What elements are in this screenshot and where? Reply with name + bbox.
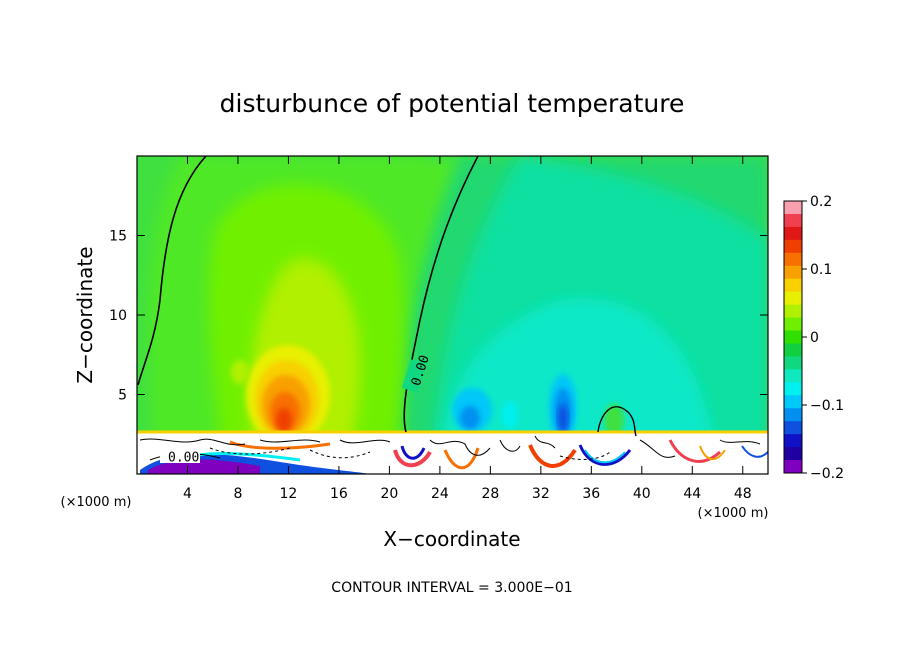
x-tick-label: 24 [431,486,449,502]
x-axis-ticks: 4 8 12 16 20 24 28 32 36 40 44 48 [183,156,752,502]
x-tick-label: 20 [380,486,398,502]
colorbar-swatch [784,226,802,241]
colorbar-swatch [784,460,802,474]
y-axis-label: Z−coordinate [73,246,97,383]
colorbar-swatch [784,304,802,319]
colorbar-swatch [784,356,802,370]
contour-interval-note: CONTOUR INTERVAL = 3.000E−01 [331,580,572,596]
x-tick-label: 36 [582,486,600,502]
colorbar-tick-label: 0.2 [810,194,832,210]
x-tick-label: 16 [330,486,348,502]
colorbar-swatch [784,421,802,435]
colorbar-swatch [784,395,802,409]
y-tick-label: 10 [109,308,127,324]
colorbar-swatch [784,369,802,383]
colorbar-ticks: 0.2 0.1 0 −0.1 −0.2 [802,194,844,482]
colorbar-swatch [784,213,802,228]
colorbar-swatch [784,408,802,422]
colorbar-swatch [784,343,802,357]
zero-contour-right [403,156,479,433]
colorbar-swatch [784,201,802,215]
colorbar-swatch [784,252,802,267]
colorbar-swatch [784,382,802,396]
x-tick-label: 4 [183,486,192,502]
filled-contour-field [137,156,768,474]
colorbar-swatch [784,447,802,461]
x-tick-label: 40 [633,486,651,502]
colorbar-swatch [784,291,802,306]
colorbar-tick-label: −0.2 [810,466,844,482]
x-tick-label: 28 [481,486,499,502]
y-tick-label: 5 [118,388,127,404]
colorbar-swatch [784,239,802,254]
chart-title: disturbunce of potential temperature [220,89,685,118]
y-axis-ticks: 5 10 15 [109,229,768,404]
contour-label-group: 0.00 0.00 [160,353,433,466]
x-tick-label: 44 [683,486,701,502]
colorbar-swatch [784,265,802,280]
y-tick-label: 15 [109,229,127,245]
x-tick-label: 32 [532,486,550,502]
x-tick-label: 12 [280,486,298,502]
x-tick-label: 8 [233,486,242,502]
zero-contour-left [137,156,207,386]
colorbar-swatch [784,434,802,448]
colorbar [783,200,803,474]
colorbar-tick-label: −0.1 [810,398,844,414]
x-axis-label: X−coordinate [383,527,520,551]
x-unit-label: (×1000 m) [698,506,769,521]
contour-label-lower: 0.00 [168,451,199,466]
colorbar-tick-label: 0.1 [810,262,832,278]
x-tick-label: 48 [734,486,752,502]
zero-contour-hill [597,406,637,437]
colorbar-swatch [784,330,802,344]
colorbar-tick-label: 0 [810,330,819,346]
colorbar-swatch [784,278,802,293]
dashed-negative-contours [209,447,611,460]
x-left-unit-label: (×1000 m) [61,495,132,510]
colorbar-swatch [784,317,802,332]
